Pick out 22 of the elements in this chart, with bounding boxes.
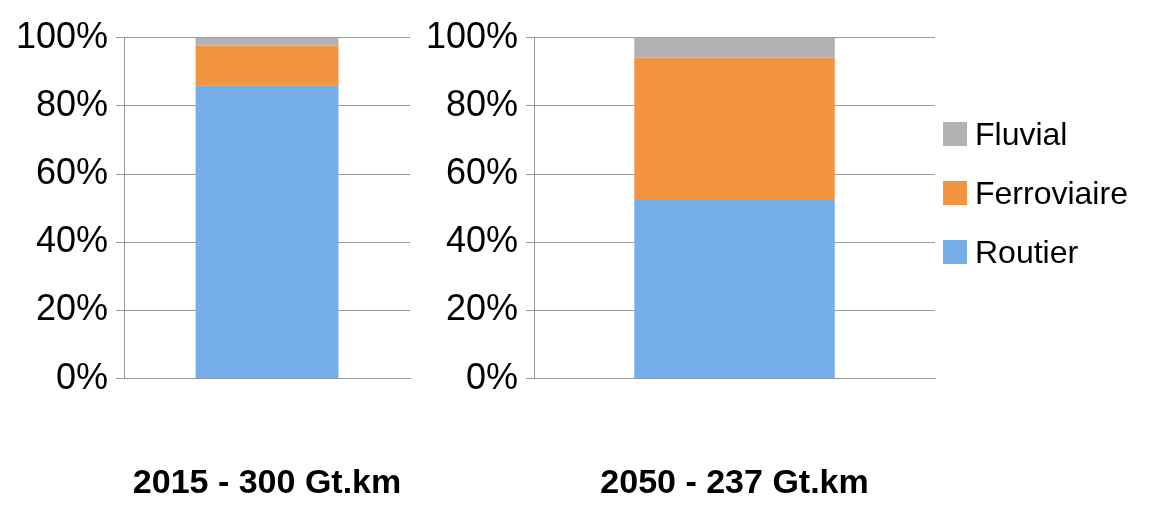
y-tick-label: 40% bbox=[446, 219, 519, 261]
y-tick-label: 80% bbox=[36, 82, 109, 124]
legend-label: Ferroviaire bbox=[975, 174, 1128, 212]
y-tick-label: 0% bbox=[56, 355, 109, 397]
bar bbox=[634, 37, 835, 58]
y-tick-label: 100% bbox=[426, 14, 519, 56]
y-tick-label: 0% bbox=[466, 355, 519, 397]
bar bbox=[195, 85, 339, 379]
y-tick-label: 60% bbox=[36, 151, 109, 192]
x-axis-title: 2015 - 300 Gt.km bbox=[132, 461, 402, 500]
y-tick-label: 60% bbox=[446, 151, 519, 192]
y-tick-label: 40% bbox=[36, 219, 109, 261]
bar bbox=[195, 45, 339, 86]
bar bbox=[634, 198, 835, 379]
legend-label: Fluvial bbox=[975, 115, 1068, 153]
y-tick-label: 100% bbox=[16, 14, 109, 56]
x-axis-title: 2050 - 237 Gt.km bbox=[600, 461, 869, 500]
y-tick-label: 20% bbox=[446, 287, 519, 329]
y-tick-label: 20% bbox=[36, 287, 109, 329]
bar bbox=[634, 57, 835, 199]
y-tick-label: 80% bbox=[446, 82, 519, 124]
legend-label: Routier bbox=[975, 233, 1079, 271]
